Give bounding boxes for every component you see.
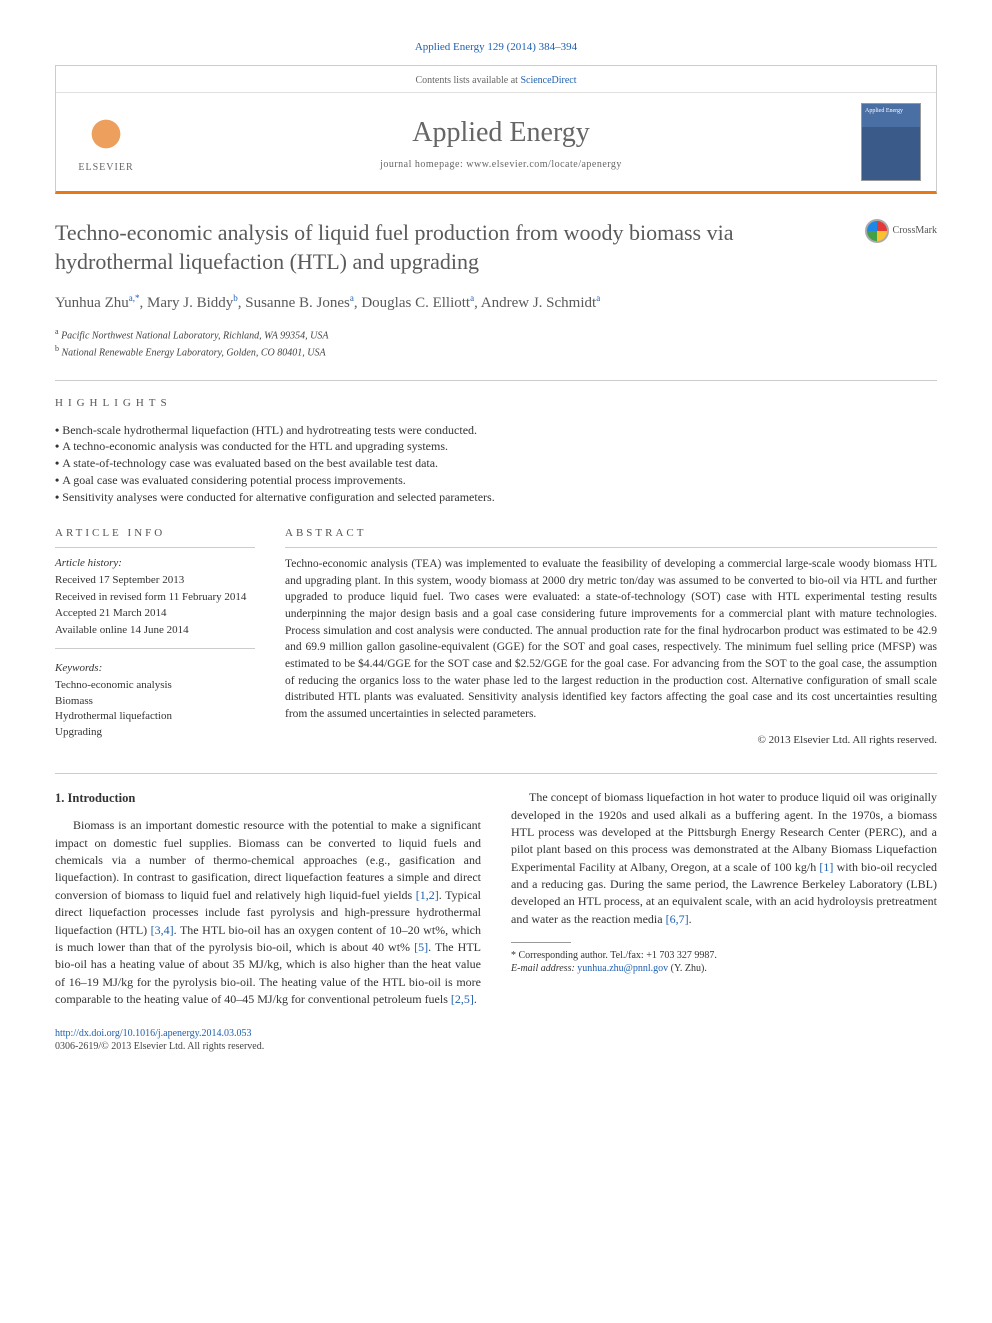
author-sup: a bbox=[470, 293, 474, 303]
crossmark-badge[interactable]: CrossMark bbox=[865, 219, 937, 243]
author-sup: a,* bbox=[129, 293, 140, 303]
keyword: Techno-economic analysis bbox=[55, 678, 255, 693]
journal-name: Applied Energy bbox=[141, 113, 861, 152]
article-info-label: ARTICLE INFO bbox=[55, 526, 255, 548]
text-run: . bbox=[689, 912, 692, 926]
issn-copyright: 0306-2619/© 2013 Elsevier Ltd. All right… bbox=[55, 1040, 937, 1053]
author: Yunhua Zhu bbox=[55, 295, 129, 311]
abstract-block: ABSTRACT Techno-economic analysis (TEA) … bbox=[285, 526, 937, 749]
abstract-text: Techno-economic analysis (TEA) was imple… bbox=[285, 556, 937, 723]
elsevier-logo: ELSEVIER bbox=[71, 109, 141, 175]
section-heading: 1. Introduction bbox=[55, 789, 481, 807]
highlight-item: A goal case was evaluated considering po… bbox=[55, 472, 937, 489]
journal-header: Contents lists available at ScienceDirec… bbox=[55, 65, 937, 194]
history-item: Accepted 21 March 2014 bbox=[55, 606, 255, 621]
history-label: Article history: bbox=[55, 556, 255, 571]
affiliations: a Pacific Northwest National Laboratory,… bbox=[55, 326, 937, 361]
author-sup: b bbox=[233, 293, 238, 303]
history-item: Received 17 September 2013 bbox=[55, 573, 255, 588]
affil-sup: a bbox=[55, 327, 59, 336]
contents-prefix: Contents lists available at bbox=[415, 75, 520, 86]
elsevier-tree-icon bbox=[81, 109, 131, 159]
crossmark-label: CrossMark bbox=[893, 224, 937, 238]
author-sup: a bbox=[350, 293, 354, 303]
corresponding-author: * Corresponding author. Tel./fax: +1 703… bbox=[511, 949, 937, 962]
divider bbox=[55, 380, 937, 381]
journal-homepage: journal homepage: www.elsevier.com/locat… bbox=[141, 158, 861, 172]
page-footer: http://dx.doi.org/10.1016/j.apenergy.201… bbox=[55, 1027, 937, 1053]
homepage-url[interactable]: www.elsevier.com/locate/apenergy bbox=[466, 159, 622, 170]
reference-link[interactable]: [1] bbox=[819, 860, 833, 874]
text-run: about 40 wt% bbox=[341, 940, 414, 954]
body-text: 1. Introduction Biomass is an important … bbox=[55, 789, 937, 1008]
highlight-item: Sensitivity analyses were conducted for … bbox=[55, 489, 937, 506]
highlight-item: Bench-scale hydrothermal liquefaction (H… bbox=[55, 422, 937, 439]
reference-link[interactable]: [2,5] bbox=[451, 992, 474, 1006]
elsevier-text: ELSEVIER bbox=[71, 161, 141, 175]
affil-sup: b bbox=[55, 344, 59, 353]
homepage-prefix: journal homepage: bbox=[380, 159, 466, 170]
abstract-label: ABSTRACT bbox=[285, 526, 937, 548]
reference-link[interactable]: [3,4] bbox=[151, 923, 174, 937]
divider bbox=[55, 648, 255, 649]
keyword: Upgrading bbox=[55, 725, 255, 740]
paragraph: The concept of biomass liquefaction in h… bbox=[511, 789, 937, 928]
author-sup: a bbox=[596, 293, 600, 303]
email-line: E-mail address: yunhua.zhu@pnnl.gov (Y. … bbox=[511, 962, 937, 975]
email-suffix: (Y. Zhu). bbox=[668, 963, 707, 974]
affiliation: National Renewable Energy Laboratory, Go… bbox=[62, 347, 326, 358]
history-item: Available online 14 June 2014 bbox=[55, 623, 255, 638]
text-run: . bbox=[474, 992, 477, 1006]
journal-cover-thumbnail: Applied Energy bbox=[861, 103, 921, 181]
email-label: E-mail address: bbox=[511, 963, 577, 974]
highlights-list: Bench-scale hydrothermal liquefaction (H… bbox=[55, 422, 937, 506]
article-title: Techno-economic analysis of liquid fuel … bbox=[55, 219, 865, 276]
affiliation: Pacific Northwest National Laboratory, R… bbox=[61, 330, 328, 341]
doi-link[interactable]: http://dx.doi.org/10.1016/j.apenergy.201… bbox=[55, 1028, 251, 1039]
email-link[interactable]: yunhua.zhu@pnnl.gov bbox=[577, 963, 668, 974]
citation-line: Applied Energy 129 (2014) 384–394 bbox=[55, 40, 937, 55]
divider bbox=[55, 773, 937, 774]
author: Douglas C. Elliott bbox=[361, 295, 470, 311]
author: Andrew J. Schmidt bbox=[481, 295, 596, 311]
reference-link[interactable]: [1,2] bbox=[416, 888, 439, 902]
author-list: Yunhua Zhua,*, Mary J. Biddyb, Susanne B… bbox=[55, 292, 937, 314]
paragraph: Biomass is an important domestic resourc… bbox=[55, 817, 481, 1008]
copyright-line: © 2013 Elsevier Ltd. All rights reserved… bbox=[285, 733, 937, 748]
reference-link[interactable]: [6,7] bbox=[666, 912, 689, 926]
highlight-item: A state-of-technology case was evaluated… bbox=[55, 455, 937, 472]
article-info-block: ARTICLE INFO Article history: Received 1… bbox=[55, 526, 255, 749]
author: Susanne B. Jones bbox=[245, 295, 350, 311]
highlight-item: A techno-economic analysis was conducted… bbox=[55, 438, 937, 455]
keywords-label: Keywords: bbox=[55, 661, 255, 676]
history-item: Received in revised form 11 February 201… bbox=[55, 590, 255, 605]
keyword: Hydrothermal liquefaction bbox=[55, 709, 255, 724]
contents-line: Contents lists available at ScienceDirec… bbox=[56, 66, 936, 93]
author: Mary J. Biddy bbox=[147, 295, 233, 311]
sciencedirect-link[interactable]: ScienceDirect bbox=[520, 75, 576, 86]
highlights-label: HIGHLIGHTS bbox=[55, 396, 937, 411]
keyword: Biomass bbox=[55, 694, 255, 709]
footnote-divider bbox=[511, 942, 571, 943]
reference-link[interactable]: [5] bbox=[414, 940, 428, 954]
crossmark-icon bbox=[865, 219, 889, 243]
